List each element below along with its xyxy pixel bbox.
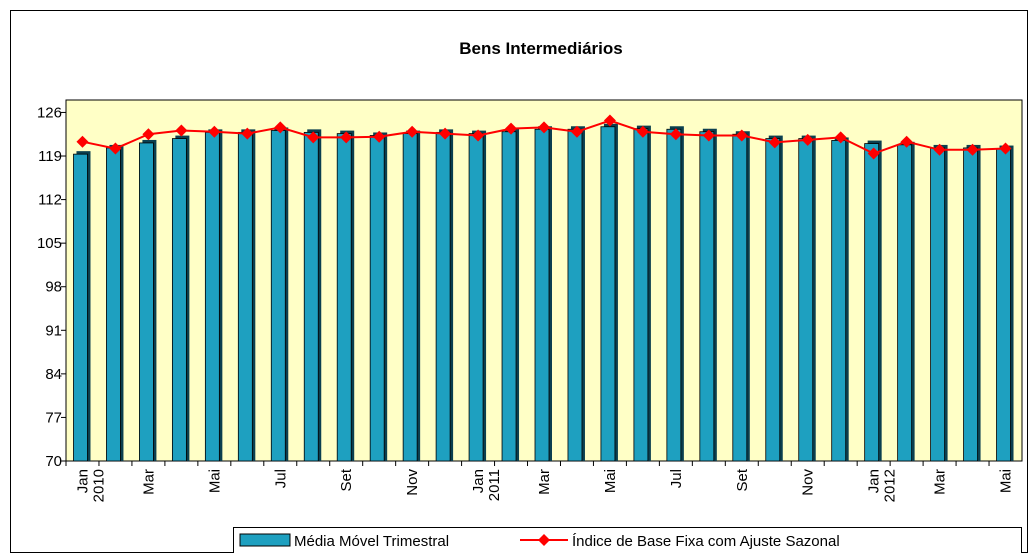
bar — [633, 128, 649, 462]
bar — [303, 131, 319, 462]
x-tick-label: Mar — [140, 469, 157, 495]
line-marker — [933, 143, 946, 156]
x-tick-label: Jul — [668, 469, 685, 488]
y-tick-label: 105 — [37, 235, 62, 252]
bar — [534, 128, 550, 462]
x-tick-label: Mai — [206, 469, 223, 493]
bar — [435, 131, 451, 462]
bar — [765, 138, 781, 462]
line-marker — [340, 131, 353, 144]
bar — [270, 130, 286, 462]
bar — [897, 144, 913, 462]
line-marker — [570, 125, 583, 138]
legend-label: Índice de Base Fixa com Ajuste Sazonal — [572, 533, 840, 550]
line-marker — [472, 129, 485, 142]
line-marker — [406, 125, 419, 138]
bar — [336, 133, 352, 462]
bar — [600, 126, 616, 462]
x-tick-label: Mai — [998, 469, 1015, 493]
line-marker — [834, 131, 847, 144]
x-tick-label: Jan2010 — [74, 469, 107, 502]
y-tick-label: 98 — [45, 279, 62, 296]
line-marker — [373, 130, 386, 143]
line-marker — [175, 124, 188, 137]
line-marker — [900, 135, 913, 148]
line-marker — [801, 133, 814, 146]
legend-label: Média Móvel Trimestral — [294, 533, 449, 550]
bar — [171, 138, 187, 462]
bar — [73, 153, 88, 462]
bar — [831, 140, 847, 462]
line-marker — [867, 147, 880, 160]
line-marker — [307, 131, 320, 144]
x-tick-label: Nov — [404, 469, 421, 496]
y-tick-label: 77 — [45, 409, 62, 426]
line-marker — [603, 114, 616, 127]
line-marker — [439, 127, 452, 140]
bar — [699, 131, 715, 462]
legend-swatch — [239, 533, 291, 547]
x-tick-label: Mar — [536, 469, 553, 495]
line-marker — [702, 129, 715, 142]
line-marker — [966, 143, 979, 156]
line-marker — [669, 128, 682, 141]
bar — [864, 143, 880, 462]
x-tick-label: Mar — [932, 469, 949, 495]
x-tick-label: Mai — [602, 469, 619, 493]
x-tick-label: Set — [734, 468, 751, 491]
y-tick-label: 84 — [45, 366, 62, 383]
legend-swatch — [538, 534, 550, 546]
bar — [666, 128, 682, 462]
chart-title: Bens Intermediários — [459, 39, 622, 58]
y-tick-label: 126 — [37, 104, 62, 121]
y-tick-label: 91 — [45, 322, 62, 339]
line-marker — [76, 135, 89, 148]
bar — [237, 131, 253, 462]
x-tick-label: Jul — [272, 469, 289, 488]
x-tick-label: Nov — [800, 469, 817, 496]
x-tick-label: Jan2011 — [470, 469, 503, 501]
line-marker — [538, 121, 550, 134]
line-marker — [505, 122, 518, 135]
bar — [930, 147, 945, 462]
bar — [963, 147, 978, 462]
y-tick-label: 112 — [38, 192, 62, 209]
bar — [567, 128, 583, 462]
x-tick-label: Set — [338, 468, 355, 491]
line-marker — [274, 121, 287, 134]
bar — [996, 148, 1011, 462]
bar — [204, 131, 220, 462]
y-tick-label: 70 — [45, 453, 62, 470]
line-marker — [109, 142, 122, 155]
y-tick-label: 119 — [38, 148, 62, 165]
bar — [369, 135, 385, 462]
line-marker — [241, 127, 254, 140]
line-marker — [735, 129, 748, 142]
bar — [501, 131, 517, 462]
line-marker — [142, 128, 155, 141]
bar — [402, 133, 418, 462]
line-marker — [636, 125, 649, 138]
line-marker — [999, 142, 1012, 155]
bar — [106, 147, 121, 462]
bar — [798, 138, 814, 462]
bar — [732, 133, 748, 462]
x-tick-label: Jan2012 — [866, 469, 899, 502]
bar — [139, 142, 154, 462]
bar — [468, 133, 484, 462]
line-marker — [768, 136, 781, 149]
line-marker — [208, 125, 221, 138]
